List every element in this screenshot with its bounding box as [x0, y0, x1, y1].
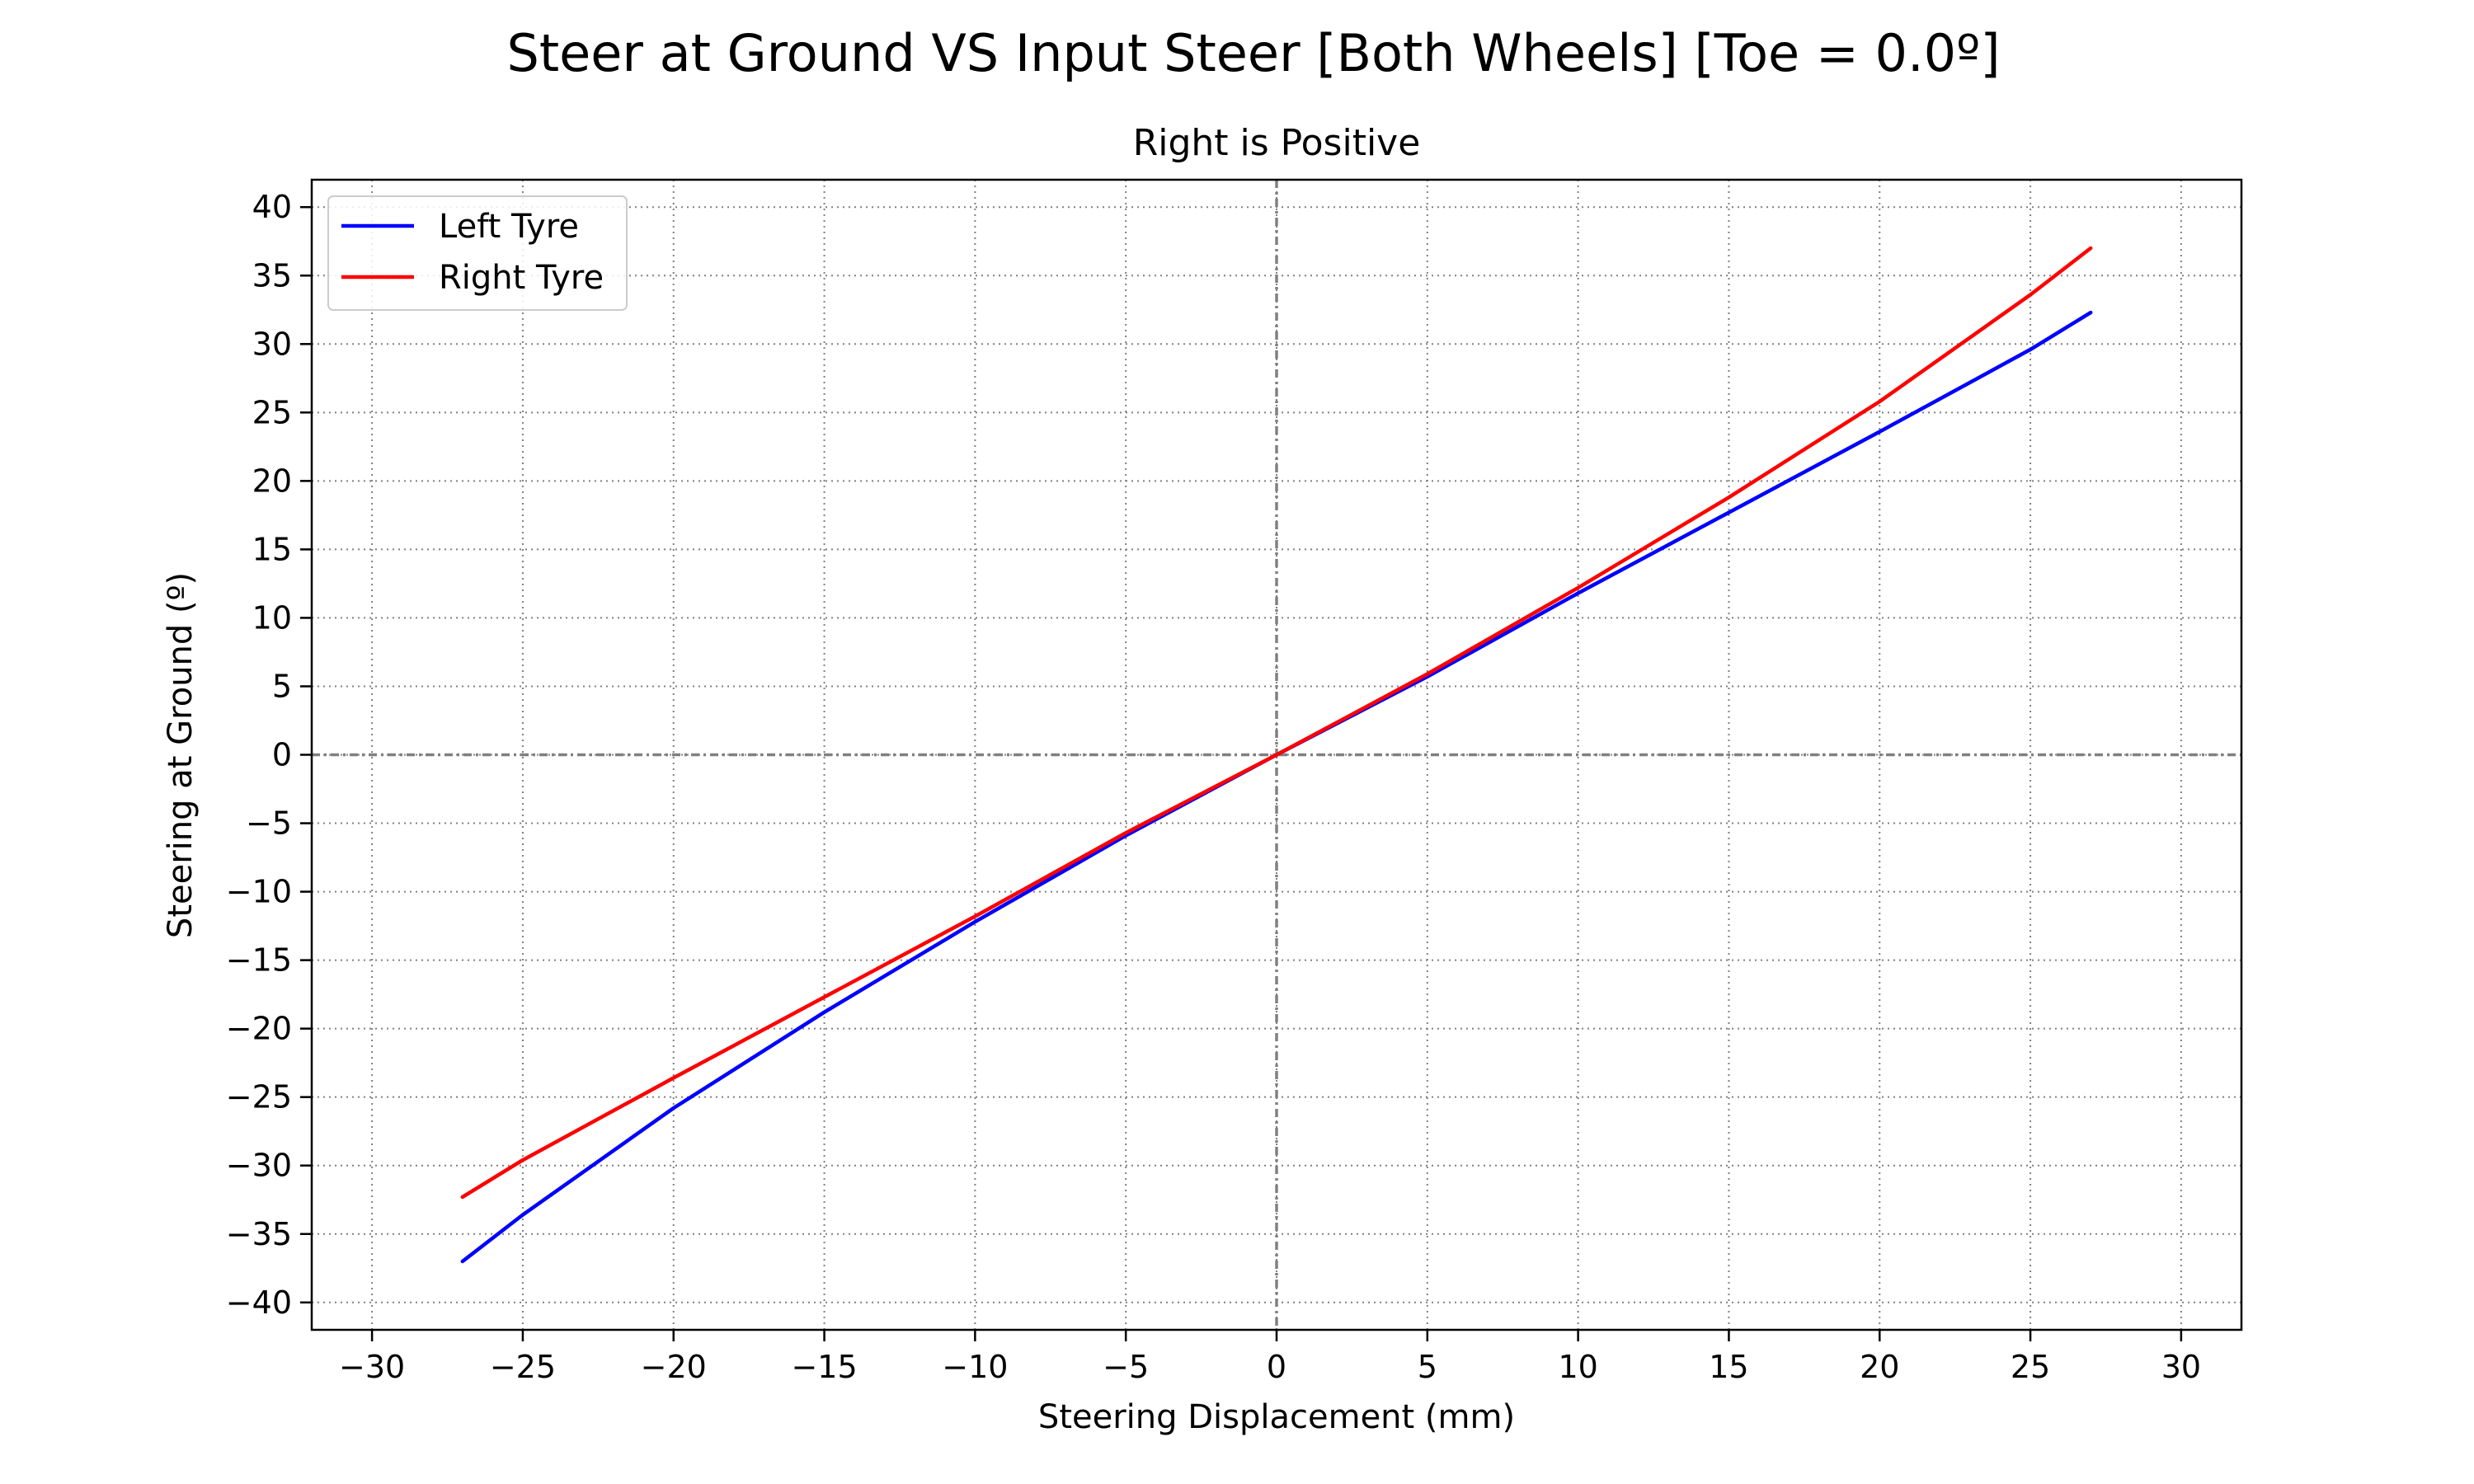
- y-tick-label: −35: [226, 1216, 292, 1252]
- x-tick-label: 20: [1860, 1349, 1899, 1385]
- y-tick-label: 5: [272, 668, 292, 704]
- y-tick-label: 30: [252, 326, 292, 362]
- x-axis-ticks: −30 −25 −20 −15 −10 −5 0 5 10 15 20 25 30: [339, 1330, 2201, 1385]
- x-tick-label: −30: [339, 1349, 405, 1385]
- y-tick-label: 25: [252, 394, 292, 430]
- x-tick-label: −25: [490, 1349, 556, 1385]
- y-tick-label: 10: [252, 599, 292, 636]
- y-tick-label: 20: [252, 463, 292, 499]
- legend: Left Tyre Right Tyre: [327, 195, 628, 311]
- chart-subtitle: Right is Positive: [1133, 122, 1421, 164]
- y-axis-ticks: −40 −35 −30 −25 −20 −15 −10 −5 0 5 10 15 20 25 30 35 40: [226, 189, 312, 1321]
- y-tick-label: −25: [226, 1079, 292, 1115]
- x-tick-label: 30: [2161, 1349, 2201, 1385]
- x-tick-label: −5: [1103, 1349, 1149, 1385]
- x-axis-label: Steering Displacement (mm): [1038, 1398, 1515, 1436]
- chart-title: Steer at Ground VS Input Steer [Both Whe…: [506, 23, 2000, 83]
- y-tick-label: −20: [226, 1011, 292, 1047]
- x-tick-label: 5: [1418, 1349, 1437, 1385]
- x-tick-label: −20: [641, 1349, 707, 1385]
- x-tick-label: 0: [1267, 1349, 1286, 1385]
- y-tick-label: −30: [226, 1148, 292, 1184]
- x-tick-label: −15: [791, 1349, 857, 1385]
- y-tick-label: 35: [252, 257, 292, 294]
- plot-lines: [460, 246, 2093, 1264]
- x-tick-label: −10: [942, 1349, 1008, 1385]
- x-tick-label: 15: [1709, 1349, 1748, 1385]
- y-tick-label: 15: [252, 531, 292, 567]
- y-tick-label: −10: [226, 874, 292, 910]
- y-tick-label: 0: [272, 737, 292, 773]
- y-tick-label: −15: [226, 942, 292, 979]
- legend-label: Left Tyre: [439, 208, 579, 246]
- legend-label: Right Tyre: [439, 259, 604, 297]
- series-line-right-tyre: [460, 246, 2093, 1200]
- x-tick-label: 25: [2011, 1349, 2050, 1385]
- y-axis-label: Steering at Ground (º): [162, 572, 200, 938]
- y-tick-label: 40: [252, 189, 292, 225]
- x-tick-label: 10: [1558, 1349, 1597, 1385]
- y-tick-label: −5: [246, 805, 292, 842]
- y-tick-label: −40: [226, 1284, 292, 1321]
